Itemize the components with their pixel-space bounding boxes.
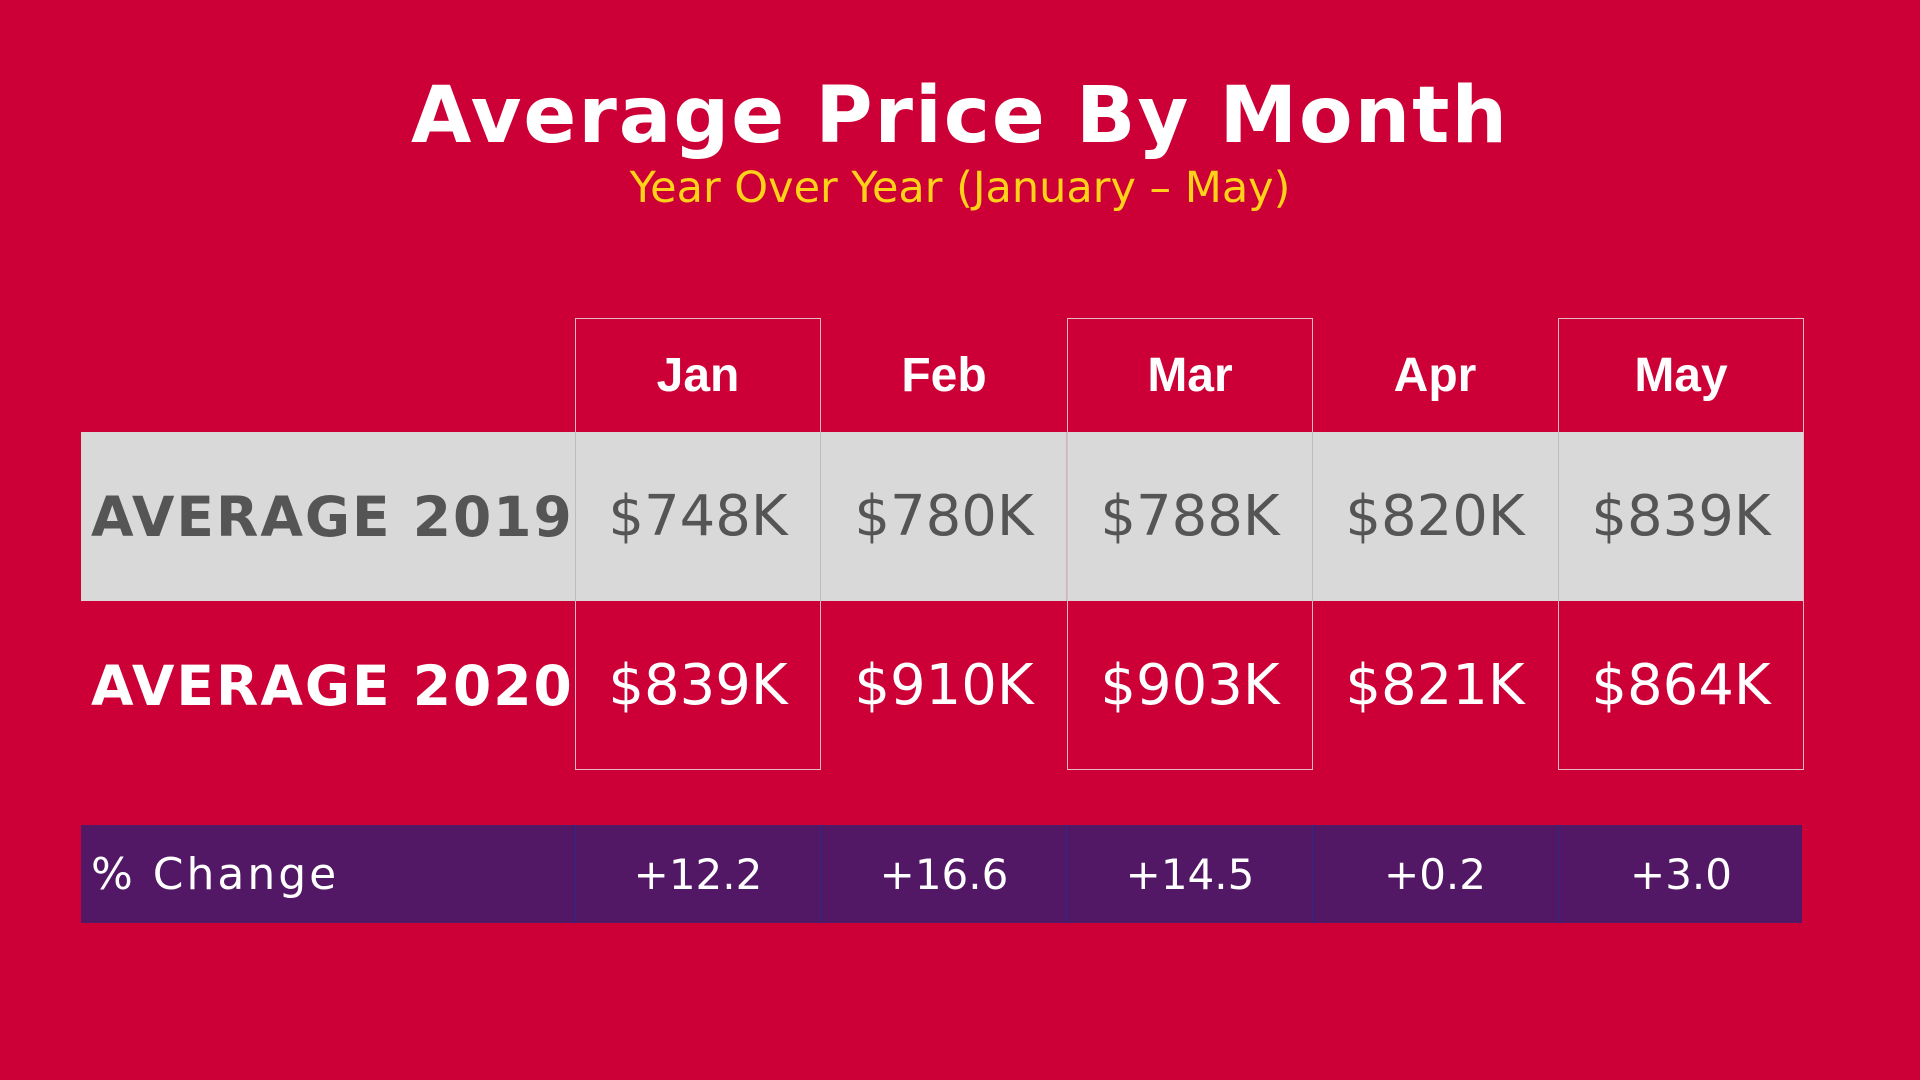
change-value-apr: +0.2 [1384, 849, 1486, 899]
row-2019-divider [820, 432, 821, 601]
column-header-feb: Feb [901, 348, 987, 402]
row-2019-divider [1312, 432, 1313, 601]
row-2019-band [81, 432, 1804, 601]
change-row-divider [1066, 825, 1067, 923]
chart-title: Average Price By Month [411, 71, 1509, 161]
change-value-feb: +16.6 [879, 849, 1009, 899]
change-row-divider [1312, 825, 1313, 923]
change-row-divider [820, 825, 821, 923]
row-2019-divider [575, 432, 576, 601]
row-label-2020: AVERAGE 2020 [91, 653, 574, 718]
column-header-jan: Jan [656, 348, 740, 402]
value-2019-may: $839K [1591, 484, 1771, 549]
change-row-band [81, 825, 1802, 923]
value-2020-may: $864K [1591, 653, 1771, 718]
row-label-2019: AVERAGE 2019 [91, 484, 574, 549]
value-2020-apr: $821K [1345, 653, 1525, 718]
column-header-may: May [1634, 348, 1728, 402]
row-label-change: % Change [91, 848, 340, 900]
value-2020-mar: $903K [1100, 653, 1280, 718]
change-row-divider [575, 825, 576, 923]
change-row-divider [1558, 825, 1559, 923]
chart-subtitle: Year Over Year (January – May) [629, 163, 1291, 213]
value-2019-feb: $780K [854, 484, 1034, 549]
value-2019-mar: $788K [1100, 484, 1280, 549]
change-value-mar: +14.5 [1125, 849, 1255, 899]
row-2019-divider [1066, 432, 1067, 601]
change-value-may: +3.0 [1630, 849, 1732, 899]
row-2019-divider [1558, 432, 1559, 601]
column-header-mar: Mar [1147, 348, 1233, 402]
value-2019-jan: $748K [608, 484, 788, 549]
value-2020-jan: $839K [608, 653, 788, 718]
column-header-apr: Apr [1393, 348, 1477, 402]
value-2020-feb: $910K [854, 653, 1034, 718]
value-2019-apr: $820K [1345, 484, 1525, 549]
change-value-jan: +12.2 [633, 849, 763, 899]
